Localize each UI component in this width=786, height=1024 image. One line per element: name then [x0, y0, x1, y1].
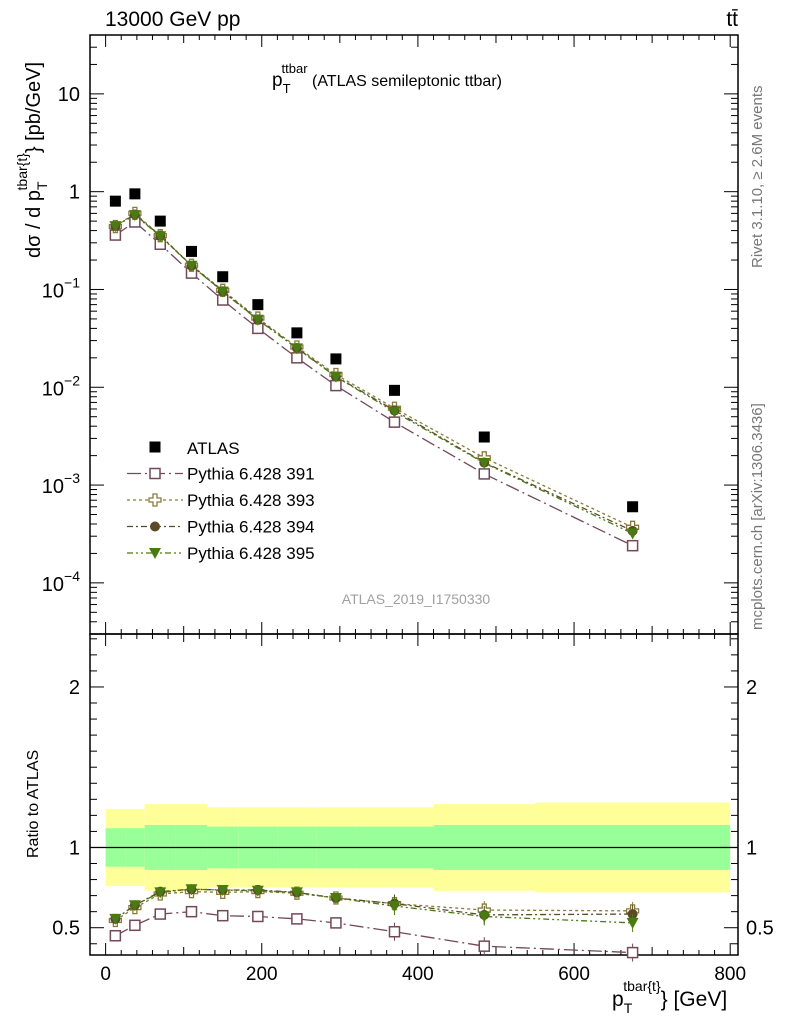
ratio-y-tick-label-right: 2	[746, 677, 757, 699]
ratio-y-tick-label-right: 0.5	[746, 918, 774, 940]
data-point	[291, 327, 303, 339]
ratio-y-tick-label: 0.5	[52, 918, 80, 940]
x-axis-title: pTtbar{t}} [GeV]	[612, 978, 727, 1016]
ratio-series-line	[115, 888, 633, 924]
y-tick-label: 1	[69, 182, 80, 204]
legend-marker	[150, 521, 160, 532]
series-point	[290, 343, 303, 355]
legend-label: Pythia 6.428 395	[187, 544, 315, 563]
y-tick-label: 10	[58, 84, 80, 106]
legend-marker	[148, 493, 162, 507]
series-point	[109, 221, 122, 233]
series-point	[216, 286, 229, 298]
ratio-point	[129, 919, 141, 932]
data-point	[154, 215, 166, 227]
series-point	[128, 210, 141, 222]
ratio-point	[109, 929, 122, 942]
ratio-point	[185, 905, 198, 918]
rivet-version-label: Rivet 3.1.10, ≥ 2.6M events	[749, 86, 766, 269]
ratio-y-axis-title: Ratio to ATLAS	[25, 750, 42, 858]
analysis-id-label: ATLAS_2019_I1750330	[342, 591, 491, 607]
data-point	[185, 245, 197, 257]
data-point	[109, 195, 121, 207]
data-point	[478, 431, 490, 443]
ratio-series-line	[115, 911, 633, 954]
x-tick-label: 600	[558, 964, 590, 985]
x-tick-label: 200	[246, 964, 278, 985]
series-point	[478, 468, 491, 480]
ratio-point	[251, 885, 264, 897]
plot-title: pTttbar (ATLAS semileptonic ttbar)	[272, 61, 502, 96]
legend-marker-data	[149, 441, 161, 453]
ratio-frame	[89, 633, 739, 956]
collision-label: 13000 GeV pp	[105, 8, 240, 31]
ratio-point	[154, 887, 167, 899]
legend: ATLAS Pythia 6.428 391 Pythia 6.428 393 Pyt…	[127, 439, 315, 563]
data-point	[627, 501, 639, 513]
x-tick-label: 400	[402, 964, 434, 985]
ratio-y-tick-label: 1	[69, 837, 80, 859]
legend-label: Pythia 6.428 391	[187, 465, 315, 484]
series-point	[626, 539, 639, 552]
process-label: tt̄	[726, 8, 738, 31]
legend-label: Pythia 6.428 393	[187, 491, 315, 510]
y-tick-label: 10−1	[42, 274, 80, 302]
ratio-point	[216, 909, 229, 922]
ratio-point	[252, 910, 264, 923]
data-point	[330, 353, 342, 365]
legend-label-data: ATLAS	[187, 439, 240, 458]
mcplots-label: mcplots.cern.ch [arXiv:1306.3436]	[749, 403, 766, 630]
ratio-point	[388, 901, 401, 913]
x-tick-label: 0	[100, 964, 111, 985]
ratio-y-tick-label: 2	[69, 677, 80, 699]
main-panel: 10 1 10−1 10−2 10−3 10−4	[42, 34, 739, 955]
x-tick-label: 800	[714, 964, 746, 985]
legend-label: Pythia 6.428 394	[187, 518, 315, 537]
series-point	[185, 260, 198, 272]
y-tick-label: 10−2	[42, 372, 80, 400]
ratio-point	[330, 917, 342, 929]
main-y-axis-title: dσ / d pTtbar{t}} [pb/GeV]	[14, 62, 50, 258]
series-line	[115, 214, 633, 535]
series-point	[478, 458, 491, 470]
series-point	[388, 416, 401, 428]
ratio-point	[329, 893, 342, 905]
legend-marker	[149, 548, 161, 559]
ratio-y-tick-label-right: 1	[746, 837, 757, 859]
ratio-point	[290, 887, 303, 899]
data-point	[252, 299, 264, 311]
ratio-point	[216, 884, 229, 896]
ratio-point	[109, 913, 122, 925]
data-point	[217, 271, 229, 283]
ratio-point	[185, 884, 198, 896]
legend-marker	[149, 467, 161, 480]
ratio-point	[478, 940, 491, 952]
ratio-point	[626, 946, 639, 959]
series-point	[251, 314, 264, 326]
series-point	[626, 528, 639, 540]
series-point	[329, 371, 342, 383]
ratio-panel: 0 200 400 600 800 0.5 0.5 1 1 2 2	[52, 633, 774, 985]
data-point	[388, 384, 400, 396]
ratio-point	[154, 908, 167, 920]
ratio-point	[388, 925, 401, 938]
y-tick-label: 10−3	[42, 470, 80, 498]
series-point	[388, 406, 401, 418]
y-tick-label: 10−4	[42, 568, 80, 596]
ratio-point	[128, 900, 141, 912]
ratio-point	[291, 913, 303, 925]
series-point	[154, 231, 167, 243]
ratio-point	[626, 917, 639, 929]
data-point	[129, 188, 141, 200]
ratio-point	[478, 911, 491, 923]
ratio-series-line	[115, 890, 633, 922]
